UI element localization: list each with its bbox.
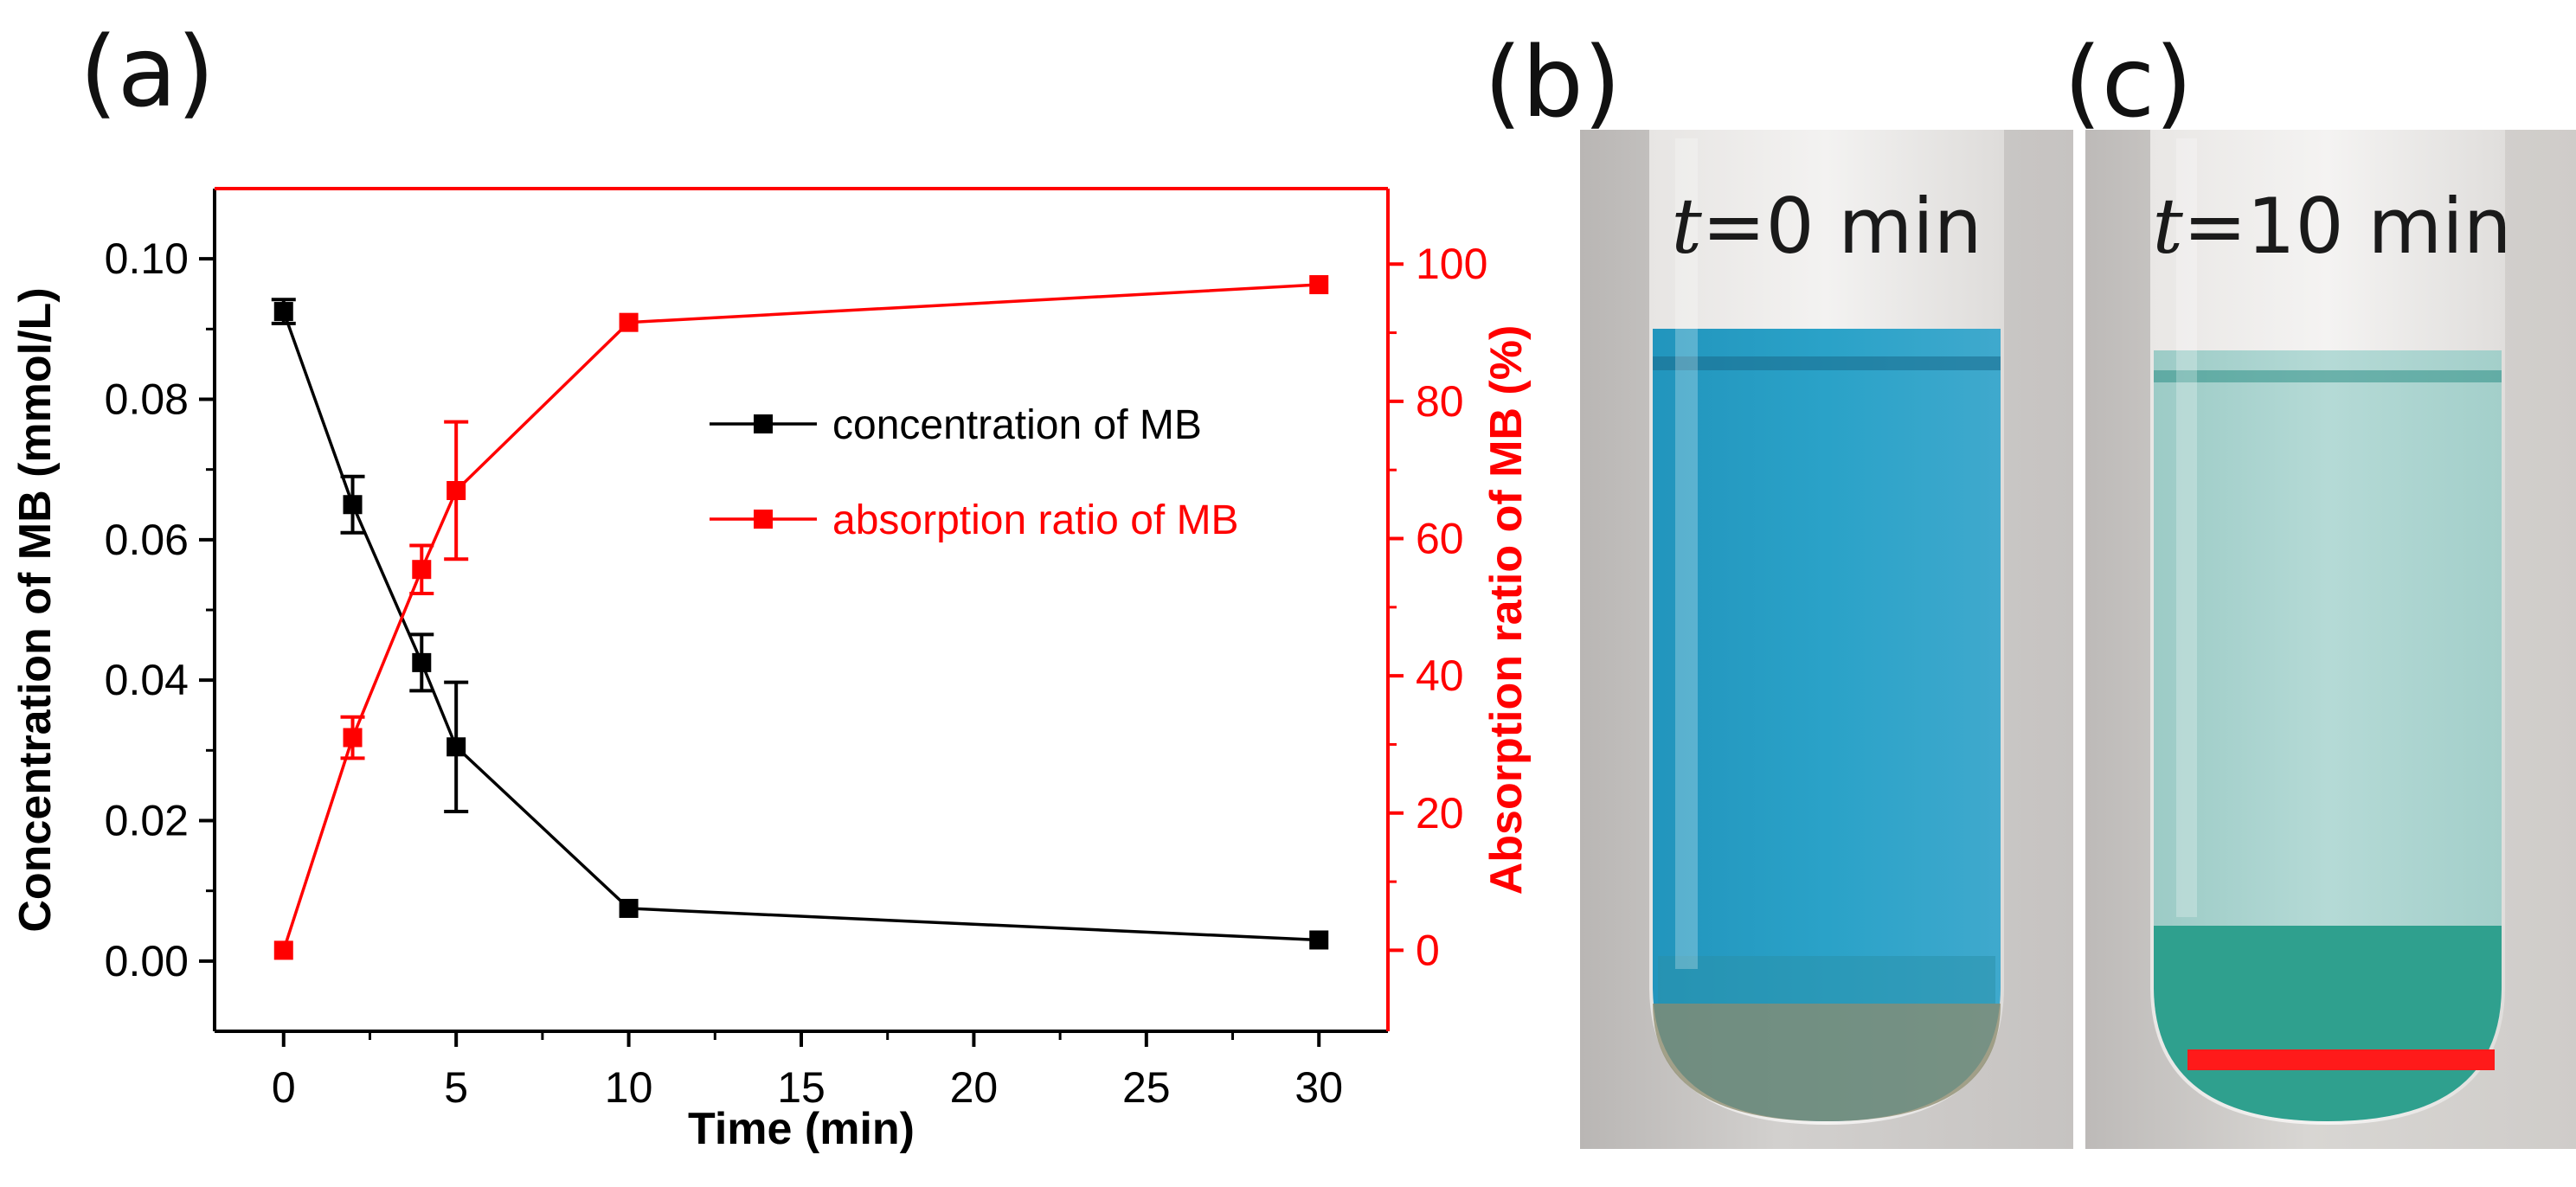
- scale-bar: [2187, 1049, 2495, 1070]
- data-point: [343, 495, 363, 515]
- y-right-tick-label: 20: [1416, 789, 1464, 837]
- data-point: [1309, 275, 1329, 295]
- legend-label-1: absorption ratio of MB: [832, 497, 1239, 543]
- data-point: [446, 737, 466, 757]
- y-right-tick-label: 100: [1416, 240, 1487, 288]
- series-line-1: [282, 283, 1320, 951]
- y-right-tick-label: 0: [1416, 926, 1440, 974]
- legend-label-0: concentration of MB: [832, 402, 1202, 448]
- test-tube-t0-illustration: [1649, 130, 2004, 1125]
- y-left-axis-label: Concentration of MB (mmol/L): [10, 287, 61, 932]
- series-line-0: [282, 311, 1320, 942]
- data-point: [343, 728, 363, 747]
- data-point: [412, 560, 432, 580]
- panel-label-b: (b): [1484, 27, 1622, 139]
- legend-marker-0: [754, 414, 773, 433]
- data-point: [619, 312, 639, 332]
- data-point: [446, 480, 466, 500]
- x-tick-label: 30: [1294, 1063, 1343, 1112]
- photo-tube-t0: t=0 min: [1580, 130, 2073, 1149]
- x-tick-label: 20: [950, 1063, 999, 1112]
- y-left-tick-label: 0.02: [105, 797, 189, 845]
- x-tick-label: 25: [1122, 1063, 1171, 1112]
- y-right-tick-label: 60: [1416, 515, 1464, 563]
- data-point: [273, 940, 293, 960]
- legend-marker-1: [754, 510, 773, 529]
- y-left-tick-label: 0.00: [105, 937, 189, 985]
- y-left-tick-label: 0.08: [105, 375, 189, 424]
- x-axis-label: Time (min): [688, 1104, 915, 1154]
- y-right-axis-label: Absorption ratio of MB (%): [1481, 325, 1532, 895]
- panel-label-c: (c): [2064, 27, 2193, 139]
- data-point: [273, 302, 293, 322]
- tube-label-t10: t=10 min: [2152, 182, 2512, 271]
- data-point: [619, 898, 639, 918]
- y-left-tick-label: 0.10: [105, 234, 189, 283]
- x-tick-label: 5: [444, 1063, 468, 1112]
- photo-tube-t10: t=10 min: [2085, 130, 2576, 1149]
- y-right-tick-label: 40: [1416, 651, 1464, 700]
- x-tick-label: 15: [777, 1063, 825, 1112]
- y-left-tick-label: 0.06: [105, 516, 189, 564]
- panel-label-a: (a): [80, 16, 215, 129]
- x-tick-label: 10: [605, 1063, 653, 1112]
- data-point: [412, 652, 432, 672]
- y-left-tick-label: 0.04: [105, 656, 189, 704]
- x-tick-label: 0: [272, 1063, 296, 1112]
- y-right-tick-label: 80: [1416, 377, 1464, 426]
- data-point: [1309, 930, 1329, 950]
- test-tube-t10-illustration: [2150, 130, 2505, 1125]
- tube-label-t0: t=0 min: [1671, 182, 1982, 271]
